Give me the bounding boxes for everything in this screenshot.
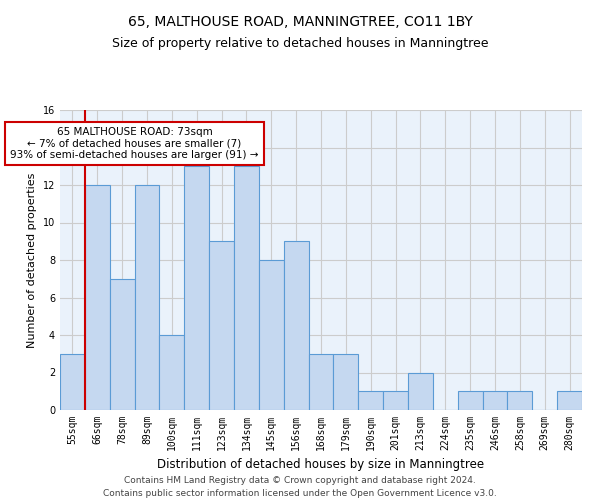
Y-axis label: Number of detached properties: Number of detached properties	[27, 172, 37, 348]
Text: Contains HM Land Registry data © Crown copyright and database right 2024.
Contai: Contains HM Land Registry data © Crown c…	[103, 476, 497, 498]
Text: Size of property relative to detached houses in Manningtree: Size of property relative to detached ho…	[112, 38, 488, 51]
Bar	[383, 391, 408, 410]
Bar	[160, 335, 184, 410]
Bar	[234, 166, 259, 410]
Text: 65 MALTHOUSE ROAD: 73sqm
← 7% of detached houses are smaller (7)
93% of semi-det: 65 MALTHOUSE ROAD: 73sqm ← 7% of detache…	[10, 127, 259, 160]
Bar	[259, 260, 284, 410]
Bar	[408, 372, 433, 410]
Bar	[284, 242, 308, 410]
Bar	[134, 185, 160, 410]
Bar	[85, 185, 110, 410]
Bar	[508, 391, 532, 410]
Bar	[308, 354, 334, 410]
Text: 65, MALTHOUSE ROAD, MANNINGTREE, CO11 1BY: 65, MALTHOUSE ROAD, MANNINGTREE, CO11 1B…	[128, 15, 472, 29]
Bar	[60, 354, 85, 410]
Bar	[334, 354, 358, 410]
Bar	[184, 166, 209, 410]
Bar	[209, 242, 234, 410]
Bar	[110, 279, 134, 410]
Bar	[458, 391, 482, 410]
Bar	[358, 391, 383, 410]
Bar	[482, 391, 508, 410]
X-axis label: Distribution of detached houses by size in Manningtree: Distribution of detached houses by size …	[157, 458, 485, 471]
Bar	[557, 391, 582, 410]
